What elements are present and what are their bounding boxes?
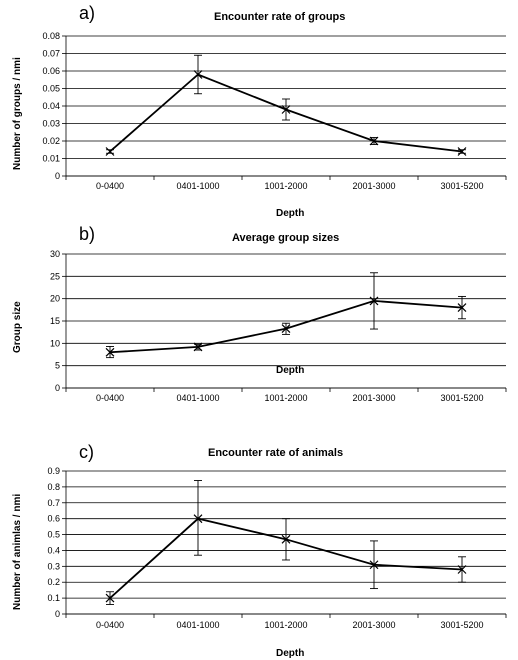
chart-title: Average group sizes <box>232 232 340 244</box>
x-tick-label: 2001-3000 <box>352 393 395 403</box>
x-axis-label: Depth <box>276 648 305 659</box>
data-point-marker <box>369 296 379 306</box>
x-tick-label: 1001-2000 <box>264 181 307 191</box>
data-point-marker <box>281 324 291 334</box>
data-point-marker <box>457 147 467 156</box>
y-tick-label: 10 <box>50 338 60 348</box>
chart-title: Encounter rate of animals <box>208 447 344 459</box>
data-point-marker <box>369 560 379 570</box>
y-tick-label: 0.01 <box>42 154 60 164</box>
y-tick-label: 0.05 <box>42 84 60 94</box>
data-point-marker <box>193 70 203 79</box>
x-tick-label: 2001-3000 <box>352 181 395 191</box>
y-tick-label: 15 <box>50 316 60 326</box>
x-axis-label: Depth <box>276 365 305 376</box>
chart-panel-a: a) Encounter rate of groups Number of gr… <box>0 0 518 222</box>
y-tick-label: 0.6 <box>47 514 60 524</box>
y-tick-label: 0.1 <box>47 593 60 603</box>
y-tick-label: 0.06 <box>42 66 60 76</box>
data-point-marker <box>369 136 379 146</box>
x-tick-label: 1001-2000 <box>264 620 307 630</box>
y-tick-label: 0.08 <box>42 31 60 41</box>
x-tick-label: 0401-1000 <box>176 393 219 403</box>
y-tick-label: 20 <box>50 294 60 304</box>
y-tick-label: 0.07 <box>42 49 60 59</box>
data-point-marker <box>105 593 115 603</box>
data-point-marker <box>193 342 203 352</box>
y-tick-label: 0.9 <box>47 466 60 476</box>
chart-panel-c: c) Encounter rate of animals Number of a… <box>0 442 518 660</box>
y-tick-label: 30 <box>50 249 60 259</box>
data-point-marker <box>281 534 291 544</box>
y-tick-label: 0.04 <box>42 101 60 111</box>
chart-plot: 0 0.1 0.2 0.3 0.4 0.5 0.6 0.7 0.8 0.9 0-0400 0401-1… <box>47 466 507 630</box>
data-point-marker <box>193 514 203 524</box>
y-tick-label: 25 <box>50 271 60 281</box>
x-tick-label: 0-0400 <box>96 181 124 191</box>
x-tick-label: 0401-1000 <box>176 181 219 191</box>
data-point-marker <box>105 147 115 156</box>
x-tick-label: 1001-2000 <box>264 393 307 403</box>
y-tick-label: 0 <box>55 383 60 393</box>
x-tick-label: 3001-5200 <box>440 393 483 403</box>
y-tick-label: 0.4 <box>47 545 60 555</box>
chart-plot: 0 0.01 0.02 0.03 0.04 0.05 0.06 0.07 0.08 0-0400 0… <box>42 31 507 191</box>
data-point-marker <box>457 303 467 313</box>
x-tick-label: 3001-5200 <box>440 181 483 191</box>
y-tick-label: 0 <box>55 171 60 181</box>
y-tick-label: 5 <box>55 361 60 371</box>
x-tick-label: 0-0400 <box>96 393 124 403</box>
y-tick-label: 0.5 <box>47 530 60 540</box>
y-tick-label: 0.7 <box>47 498 60 508</box>
x-tick-label: 2001-3000 <box>352 620 395 630</box>
x-axis-label: Depth <box>276 208 305 219</box>
y-tick-label: 0.02 <box>42 136 60 146</box>
x-tick-label: 3001-5200 <box>440 620 483 630</box>
chart-plot: 0 5 10 15 20 25 30 0-0400 0401-1000 1001-2000 2001… <box>50 249 507 403</box>
y-tick-label: 0.2 <box>47 577 60 587</box>
chart-title: Encounter rate of groups <box>214 11 346 23</box>
panel-letter: c) <box>79 442 94 462</box>
data-point-marker <box>281 105 291 114</box>
chart-panel-b: b) Average group sizes Group size Depth … <box>0 222 518 442</box>
panel-letter: b) <box>79 224 96 244</box>
y-tick-label: 0.03 <box>42 119 60 129</box>
y-tick-label: 0.3 <box>47 561 60 571</box>
panel-letter: a) <box>79 3 96 23</box>
x-tick-label: 0-0400 <box>96 620 124 630</box>
data-point-marker <box>105 347 115 357</box>
y-tick-label: 0 <box>55 609 60 619</box>
y-tick-label: 0.8 <box>47 482 60 492</box>
data-point-marker <box>457 565 467 574</box>
x-tick-label: 0401-1000 <box>176 620 219 630</box>
